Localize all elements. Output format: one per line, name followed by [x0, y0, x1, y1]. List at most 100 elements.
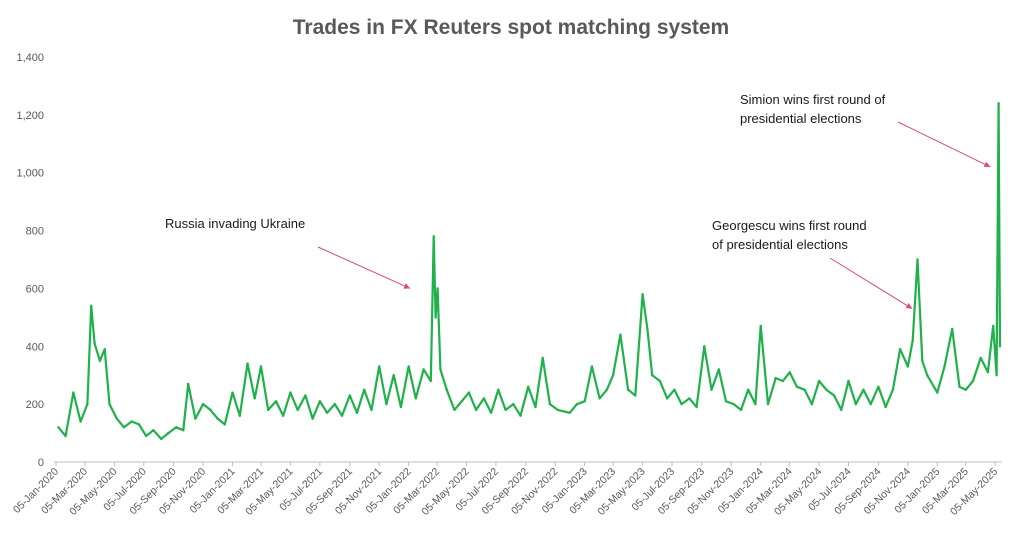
data-point — [223, 423, 226, 426]
data-point — [385, 402, 388, 406]
data-point — [98, 359, 102, 362]
data-point — [187, 382, 190, 386]
data-point — [527, 385, 530, 388]
data-point — [548, 402, 552, 406]
data-point — [877, 385, 880, 388]
data-point — [795, 385, 799, 388]
data-point — [115, 417, 119, 420]
data-point — [238, 414, 241, 417]
data-point — [482, 397, 486, 400]
data-point — [167, 431, 170, 435]
data-point — [646, 327, 649, 331]
data-point — [964, 388, 967, 391]
data-point — [216, 417, 219, 420]
data-point — [72, 391, 75, 394]
data-point — [673, 388, 676, 391]
data-point — [817, 379, 821, 383]
series-layer — [57, 102, 1002, 441]
data-point — [781, 379, 785, 383]
data-point — [666, 397, 669, 400]
data-point — [296, 408, 299, 412]
data-point — [474, 408, 478, 412]
data-point — [325, 411, 329, 414]
data-point — [282, 414, 285, 417]
annotation-text: Georgescu wins first round — [712, 218, 867, 233]
data-point — [460, 400, 463, 403]
data-point — [333, 402, 336, 406]
data-point — [259, 365, 263, 368]
data-point — [174, 426, 178, 429]
data-point — [998, 345, 1002, 348]
data-point — [590, 365, 594, 368]
data-point — [378, 365, 381, 368]
data-point — [318, 400, 322, 403]
data-point — [583, 400, 586, 403]
data-point — [951, 327, 954, 331]
data-point — [710, 388, 713, 391]
annotation-text: Russia invading Ukraine — [165, 216, 305, 231]
data-point — [619, 333, 622, 336]
data-point — [231, 391, 234, 394]
data-point — [658, 379, 662, 383]
data-point — [788, 371, 791, 374]
data-point — [916, 258, 919, 261]
data-point — [759, 324, 762, 328]
data-point — [680, 402, 683, 406]
y-tick-label: 0 — [38, 457, 44, 469]
data-point — [832, 394, 836, 397]
data-point — [439, 368, 442, 371]
data-point — [911, 339, 914, 342]
data-point — [634, 394, 637, 397]
data-point — [884, 405, 887, 409]
data-point — [201, 402, 205, 406]
y-tick-label: 200 — [26, 399, 44, 411]
data-point — [152, 429, 155, 432]
data-point — [921, 359, 924, 362]
data-point — [392, 374, 395, 377]
data-point — [862, 388, 865, 391]
data-point — [122, 426, 126, 429]
data-point — [575, 402, 579, 406]
data-point — [556, 408, 559, 412]
data-point — [825, 388, 828, 391]
annotation-arrow — [317, 246, 411, 289]
y-axis: 0 200 400 600 800 1,000 1,200 1,400 — [16, 52, 44, 469]
data-point — [182, 429, 185, 432]
data-point — [130, 420, 133, 423]
data-point — [434, 316, 437, 319]
series-line — [57, 102, 1002, 440]
data-point — [995, 374, 998, 377]
y-tick-label: 800 — [26, 226, 44, 238]
annotation-text: presidential elections — [740, 111, 862, 126]
y-tick-label: 400 — [26, 341, 44, 353]
data-point — [414, 397, 417, 400]
chart-title: Trades in FX Reuters spot matching syste… — [293, 16, 729, 39]
data-point — [86, 402, 89, 406]
data-point — [304, 394, 307, 397]
data-point — [840, 408, 843, 412]
data-point — [145, 434, 148, 438]
y-tick-label: 1,000 — [16, 168, 44, 180]
data-point — [504, 408, 507, 412]
data-point — [340, 414, 344, 417]
data-point — [803, 388, 806, 391]
data-point — [754, 402, 757, 406]
data-point — [717, 368, 720, 371]
data-point — [739, 408, 743, 412]
x-axis: 05-Jan-202005-Mar-202005-May-202005-Jul-… — [11, 462, 1000, 518]
annotations: Russia invading Ukraine Georgescu wins fi… — [165, 92, 991, 310]
data-point — [891, 388, 895, 391]
data-point — [497, 388, 500, 391]
data-point — [355, 411, 359, 414]
annotation-text: of presidential elections — [712, 237, 848, 252]
data-point — [703, 345, 706, 348]
data-point — [194, 417, 197, 420]
data-point — [986, 371, 990, 374]
data-point — [979, 356, 982, 360]
data-point — [407, 365, 410, 368]
data-point — [79, 420, 82, 423]
data-point — [289, 391, 292, 394]
data-point — [209, 408, 212, 412]
data-point — [766, 402, 770, 406]
